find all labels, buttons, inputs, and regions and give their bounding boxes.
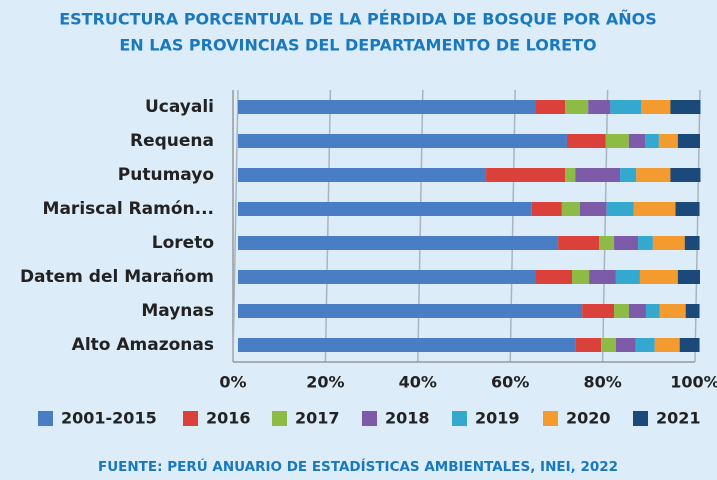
- legend-swatch: [543, 411, 558, 426]
- bar-segment: [685, 304, 700, 318]
- legend-label: 2018: [385, 409, 430, 428]
- y-tick-label: Alto Amazonas: [72, 335, 214, 355]
- bar-segment: [572, 270, 590, 284]
- bar-segment: [238, 168, 487, 182]
- chart-title: ESTRUCTURA PORCENTUAL DE LA PÉRDIDA DE B…: [59, 10, 657, 29]
- bar-segment: [589, 270, 616, 284]
- bar-segment: [238, 134, 567, 148]
- grid-line: [232, 89, 239, 363]
- legend-swatch: [362, 411, 377, 426]
- bar-segment: [238, 236, 559, 250]
- bar-segment: [615, 338, 636, 352]
- bar-segment: [615, 270, 640, 284]
- bar-segment: [620, 168, 637, 182]
- bar-segment: [558, 236, 600, 250]
- bar-segment: [238, 100, 536, 114]
- legend-swatch: [272, 411, 287, 426]
- bar-segment: [565, 168, 576, 182]
- bar-segment: [238, 338, 576, 352]
- bar-segment: [684, 236, 700, 250]
- bar-segment: [635, 338, 655, 352]
- bar-segment: [565, 100, 589, 114]
- legend-swatch: [183, 411, 198, 426]
- y-tick-label: Mariscal Ramón...: [43, 199, 214, 219]
- legend-label: 2017: [295, 409, 340, 428]
- source: FUENTE: PERÚ ANUARIO DE ESTADÍSTICAS AMB…: [98, 457, 618, 475]
- y-tick-label: Ucayali: [145, 97, 214, 117]
- grid-line: [694, 89, 701, 363]
- bar-segment: [677, 134, 700, 148]
- bar-segment: [659, 304, 686, 318]
- bar-segment: [638, 236, 653, 250]
- bar-segment: [636, 168, 671, 182]
- bar-segment: [588, 100, 611, 114]
- bar-segment: [679, 338, 700, 352]
- x-tick-label: 0%: [219, 373, 246, 392]
- bar-segment: [535, 270, 573, 284]
- bar-segment: [601, 338, 616, 352]
- x-tick-label: 80%: [583, 373, 621, 392]
- bar-segment: [531, 202, 562, 216]
- bar-segment: [645, 134, 659, 148]
- bar-segment: [610, 100, 642, 114]
- grid-line: [601, 89, 609, 363]
- bar-segment: [606, 202, 634, 216]
- legend-label: 2001-2015: [61, 409, 157, 428]
- bar-segment: [675, 202, 700, 216]
- legend-label: 2016: [206, 409, 251, 428]
- bar-segment: [652, 236, 685, 250]
- bar-segment: [670, 168, 701, 182]
- bar-segment: [645, 304, 660, 318]
- bar-segment: [582, 304, 615, 318]
- bar-segment: [238, 202, 532, 216]
- bar-segment: [599, 236, 615, 250]
- bar-segment: [658, 134, 678, 148]
- bar-segment: [486, 168, 566, 182]
- legend-swatch: [38, 411, 53, 426]
- bar-segment: [654, 338, 680, 352]
- bar-segment: [561, 202, 580, 216]
- legend-label: 2021: [656, 409, 701, 428]
- x-tick-label: 40%: [399, 373, 437, 392]
- legend-swatch: [452, 411, 467, 426]
- bar-segment: [677, 270, 700, 284]
- bar-segment: [605, 134, 629, 148]
- bar-segment: [628, 304, 646, 318]
- y-tick-label: Requena: [130, 131, 214, 151]
- grid-line: [509, 89, 516, 363]
- y-tick-label: Putumayo: [118, 165, 214, 185]
- x-tick-label: 100%: [670, 373, 717, 392]
- y-tick-label: Datem del Marañom: [20, 267, 214, 287]
- bar-segment: [641, 100, 671, 114]
- y-tick-label: Loreto: [152, 233, 214, 253]
- bar-segment: [535, 100, 566, 114]
- chart-title: EN LAS PROVINCIAS DEL DEPARTAMENTO DE LO…: [119, 36, 596, 55]
- bar-segment: [566, 134, 606, 148]
- bar-segment: [614, 236, 639, 250]
- grid-line: [417, 89, 424, 363]
- bar-segment: [575, 168, 621, 182]
- bar-segment: [639, 270, 678, 284]
- x-tick-label: 20%: [306, 373, 344, 392]
- legend-label: 2019: [475, 409, 520, 428]
- legend-label: 2020: [566, 409, 611, 428]
- bar-segment: [575, 338, 602, 352]
- legend-swatch: [633, 411, 648, 426]
- bar-segment: [614, 304, 629, 318]
- bar-segment: [670, 100, 701, 114]
- bar-segment: [633, 202, 676, 216]
- grid-line: [324, 89, 332, 363]
- bar-segment: [628, 134, 646, 148]
- bar-segment: [238, 304, 583, 318]
- bar-segment: [579, 202, 607, 216]
- x-tick-label: 60%: [491, 373, 529, 392]
- bar-segment: [238, 270, 536, 284]
- y-tick-label: Maynas: [141, 301, 214, 321]
